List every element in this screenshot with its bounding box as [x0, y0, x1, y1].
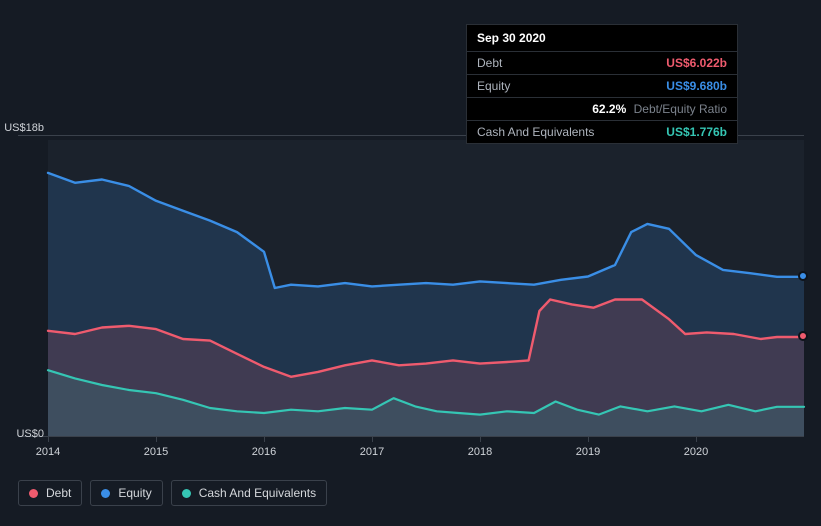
x-axis-label: 2018	[455, 446, 505, 458]
x-axis-label: 2014	[23, 446, 73, 458]
tooltip-row: Cash And Equivalents US$1.776b	[467, 121, 737, 143]
tooltip-row-value: US$6.022b	[666, 56, 727, 70]
tooltip-row-label: Equity	[477, 79, 510, 93]
legend-item-label: Cash And Equivalents	[199, 486, 316, 500]
chart-tooltip: Sep 30 2020 Debt US$6.022b Equity US$9.680b…	[466, 24, 738, 144]
legend-item-label: Equity	[118, 486, 151, 500]
tooltip-row-value: US$1.776b	[666, 125, 727, 139]
grid-vline	[372, 436, 373, 442]
x-axis-label: 2016	[239, 446, 289, 458]
grid-vline	[480, 436, 481, 442]
legend-dot-icon	[182, 489, 191, 498]
grid-vline	[48, 436, 49, 442]
endpoint-marker-equity	[798, 271, 808, 281]
x-axis-label: 2020	[671, 446, 721, 458]
endpoint-marker-debt	[798, 331, 808, 341]
tooltip-date: Sep 30 2020	[467, 25, 737, 52]
y-axis-label: US$18b	[0, 122, 44, 134]
tooltip-row-label	[477, 102, 480, 116]
tooltip-row-value: 62.2% Debt/Equity Ratio	[592, 102, 727, 116]
legend: Debt Equity Cash And Equivalents	[18, 480, 327, 506]
grid-vline	[264, 436, 265, 442]
x-axis-label: 2015	[131, 446, 181, 458]
legend-dot-icon	[29, 489, 38, 498]
legend-item-debt[interactable]: Debt	[18, 480, 82, 506]
tooltip-row-label: Cash And Equivalents	[477, 125, 594, 139]
grid-vline	[588, 436, 589, 442]
tooltip-row: 62.2% Debt/Equity Ratio	[467, 98, 737, 121]
x-axis-label: 2019	[563, 446, 613, 458]
legend-item-equity[interactable]: Equity	[90, 480, 162, 506]
tooltip-row: Equity US$9.680b	[467, 75, 737, 98]
legend-item-label: Debt	[46, 486, 71, 500]
tooltip-row-value: US$9.680b	[666, 79, 727, 93]
tooltip-row-suffix: Debt/Equity Ratio	[630, 102, 727, 116]
tooltip-row-label: Debt	[477, 56, 502, 70]
tooltip-row: Debt US$6.022b	[467, 52, 737, 75]
chart-container: Sep 30 2020 Debt US$6.022b Equity US$9.680b…	[0, 0, 821, 526]
legend-dot-icon	[101, 489, 110, 498]
legend-item-cash-and-equivalents[interactable]: Cash And Equivalents	[171, 480, 327, 506]
x-axis-label: 2017	[347, 446, 397, 458]
y-axis-label: US$0	[0, 428, 44, 440]
grid-vline	[156, 436, 157, 442]
grid-vline	[696, 436, 697, 442]
